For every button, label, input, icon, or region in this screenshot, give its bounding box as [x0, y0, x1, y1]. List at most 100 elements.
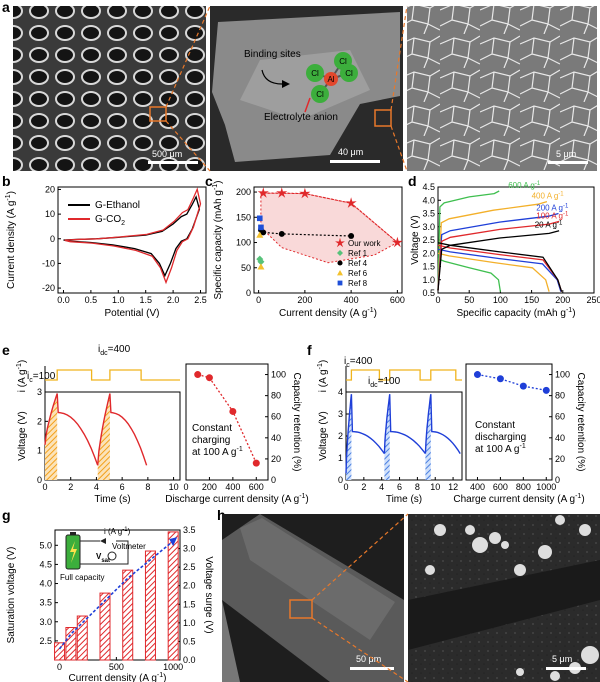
y-tick-label: 0: [50, 234, 55, 244]
binding-sites-label: Binding sites: [244, 49, 301, 60]
cl-atom-label: Cl: [345, 69, 353, 78]
x-tick-label: 8: [145, 482, 150, 492]
panel-label-b: b: [2, 173, 11, 189]
plot-frame: [185, 363, 269, 481]
voltage-curve: [97, 393, 148, 466]
plot-frame: [54, 529, 181, 661]
svg-text:Vsat: Vsat: [96, 552, 110, 564]
y-tick-label: 3.5: [39, 598, 52, 608]
retention-line: [197, 373, 257, 464]
y-tick-label: 0: [555, 475, 560, 485]
retention-line: [477, 373, 547, 392]
x-tick-label: 4: [94, 482, 99, 492]
legend-label: Our work: [348, 239, 381, 248]
y-tick-label: 150: [236, 212, 251, 222]
constant-charging-profile: 0 2 4 6 8 10 0 1 2 3 Time (s) Voltage (V) i (A g-1): [16, 360, 181, 505]
data-point: [473, 371, 481, 379]
data-point-star: [335, 237, 345, 248]
svg-text:ic=100: ic=100: [27, 371, 56, 384]
x-tick-label: 10: [169, 482, 179, 492]
charge-curve: [437, 190, 500, 291]
voltage-curve: [424, 394, 461, 454]
zoom-lines: [165, 5, 408, 172]
highlight-region: [260, 191, 399, 264]
data-point: [194, 371, 202, 379]
y-tick-label: 200: [236, 187, 251, 197]
data-point: [496, 375, 504, 383]
x-axis-label: Specific capacity (mAh g-1): [456, 307, 575, 319]
scale-bar-label: 500 μm: [152, 149, 182, 159]
scale-bar-label: 5 μm: [552, 654, 572, 664]
x-tick-label: 0: [343, 482, 348, 492]
data-point-square: [256, 215, 263, 222]
voltage-curve: [44, 393, 99, 466]
discharge-curve: [437, 252, 550, 292]
legend-label: Ref 4: [348, 259, 368, 268]
x-tick-label: 0: [256, 295, 261, 305]
y-tick-label: 3.0: [39, 617, 52, 627]
data-point-star: [299, 187, 311, 199]
data-point: [229, 407, 237, 415]
y-tick-label: 40: [271, 433, 281, 443]
data-point-triangle: [337, 270, 343, 276]
x-tick-label: 2.0: [167, 295, 180, 305]
data-point-circle: [260, 229, 267, 236]
plot-frame: [437, 186, 595, 294]
arrow-head: [169, 537, 178, 547]
data-point-diamond: [257, 258, 265, 266]
x-tick-label: 4: [379, 482, 384, 492]
y-tick-label: 80: [271, 391, 281, 401]
x-axis-label: Discharge current density (A g-1): [165, 493, 309, 505]
x-tick-label: 6: [397, 482, 402, 492]
series-label: 400 A g-1: [532, 191, 565, 200]
cl-atom-label: Cl: [339, 57, 347, 66]
voltmeter-icon: [107, 551, 117, 561]
legend-label: Ref 8: [348, 279, 368, 288]
x-tick-label: 0: [57, 662, 62, 672]
y-tick-label: 3: [37, 387, 42, 397]
data-point: [542, 386, 550, 394]
x-tick-label: 1.5: [139, 295, 152, 305]
sem-image-fiber: 50 μm: [222, 514, 404, 682]
sem-image-middle: Binding sites Cl Cl Al Cl Cl Electrolyte…: [210, 6, 403, 171]
x-axis-label: Current density (A g-1): [279, 307, 377, 319]
constant-discharging-note: Constant discharging at 100 A g-1: [475, 420, 526, 455]
constant-charging-retention: 0 200 400 600 0 20 40 60 80 100 Discharge current …: [165, 363, 309, 505]
x-tick-label: 600: [493, 482, 508, 492]
y-tick-label: 0: [37, 475, 42, 485]
y-axis-label: Current density (A g-1): [5, 191, 17, 289]
x-tick-label: 0: [42, 482, 47, 492]
svg-text:idc=100: idc=100: [368, 376, 401, 389]
discharge-curve: [437, 258, 502, 292]
scale-bar: [148, 161, 198, 164]
scale-bar: [330, 160, 380, 163]
x-tick-label: 1000: [536, 482, 556, 492]
y-tick-label: 0: [246, 288, 251, 298]
svg-text:ic=400: ic=400: [344, 356, 373, 369]
y2-tick-label: 1.0: [183, 618, 196, 628]
anion-molecule: Cl Cl Al Cl Cl: [306, 52, 358, 103]
panel-label-a: a: [2, 0, 10, 15]
data-point-circle: [348, 232, 355, 239]
legend-label: G-CO2: [95, 214, 125, 227]
al-atom-label: Al: [327, 75, 334, 84]
scale-bar-label: 5 μm: [556, 149, 576, 159]
current-annotation-f: ic=400 idc=100: [344, 356, 401, 389]
svg-text:charging: charging: [192, 435, 230, 446]
x-tick-label: 200: [555, 295, 570, 305]
cl-atom-label: Cl: [311, 69, 319, 78]
y-tick-label: 0: [271, 475, 276, 485]
y-tick-label: 20: [555, 454, 565, 464]
y-tick-label: 10: [45, 209, 55, 219]
x-tick-label: 600: [249, 482, 264, 492]
y-tick-label: 2.0: [422, 248, 435, 258]
y-axis-label-current: i (A g-1): [16, 360, 28, 392]
data-point-circle: [337, 260, 343, 266]
x-tick-label: 0: [183, 482, 188, 492]
voltage-curve: [383, 394, 426, 455]
y2-tick-label: 3.0: [183, 544, 196, 554]
y-axis-label: Specific capacity (mAh g-1): [212, 180, 224, 299]
x-tick-label: 0.5: [85, 295, 98, 305]
